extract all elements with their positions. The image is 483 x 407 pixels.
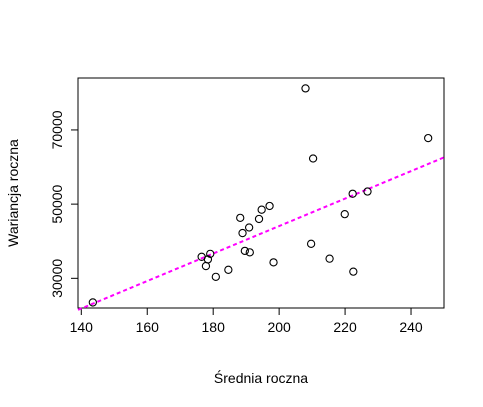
x-tick-label: 220 <box>333 319 357 335</box>
data-point <box>325 254 334 263</box>
x-tick-label: 240 <box>399 319 423 335</box>
data-point <box>265 201 274 211</box>
x-tick-label: 140 <box>70 319 94 335</box>
y-axis-title: Wariancja roczna <box>5 139 21 247</box>
plot-frame <box>77 77 445 309</box>
data-point <box>340 209 349 219</box>
data-point <box>240 246 249 256</box>
data-point <box>201 261 211 271</box>
data-point <box>211 272 220 281</box>
x-tick-label: 200 <box>267 319 291 335</box>
y-tick-label: 30000 <box>49 259 65 298</box>
data-point <box>238 228 247 238</box>
data-point <box>301 84 310 93</box>
data-point <box>349 267 358 276</box>
y-tick-label: 50000 <box>49 184 65 223</box>
data-point <box>348 189 357 198</box>
x-tick-label: 160 <box>136 319 160 335</box>
trend-line <box>77 156 445 311</box>
data-point <box>236 213 245 223</box>
y-axis-ticks: 30000 50000 70000 <box>49 110 78 298</box>
data-point <box>257 205 266 214</box>
data-point <box>424 133 433 143</box>
data-point <box>254 214 264 224</box>
data-point <box>88 298 97 307</box>
x-tick-label: 180 <box>202 319 226 335</box>
data-point <box>245 248 254 257</box>
data-point <box>203 255 213 264</box>
data-point <box>244 223 254 232</box>
data-point <box>306 239 316 248</box>
data-points <box>88 84 433 307</box>
data-point <box>308 154 318 163</box>
x-axis-title: Średnia roczna <box>214 369 308 386</box>
y-tick-label: 70000 <box>49 110 65 149</box>
x-axis-ticks: 140 160 180 200 220 240 <box>70 308 423 335</box>
data-point <box>269 258 278 267</box>
data-point <box>363 187 372 196</box>
data-point <box>206 249 215 258</box>
data-point <box>224 265 233 274</box>
